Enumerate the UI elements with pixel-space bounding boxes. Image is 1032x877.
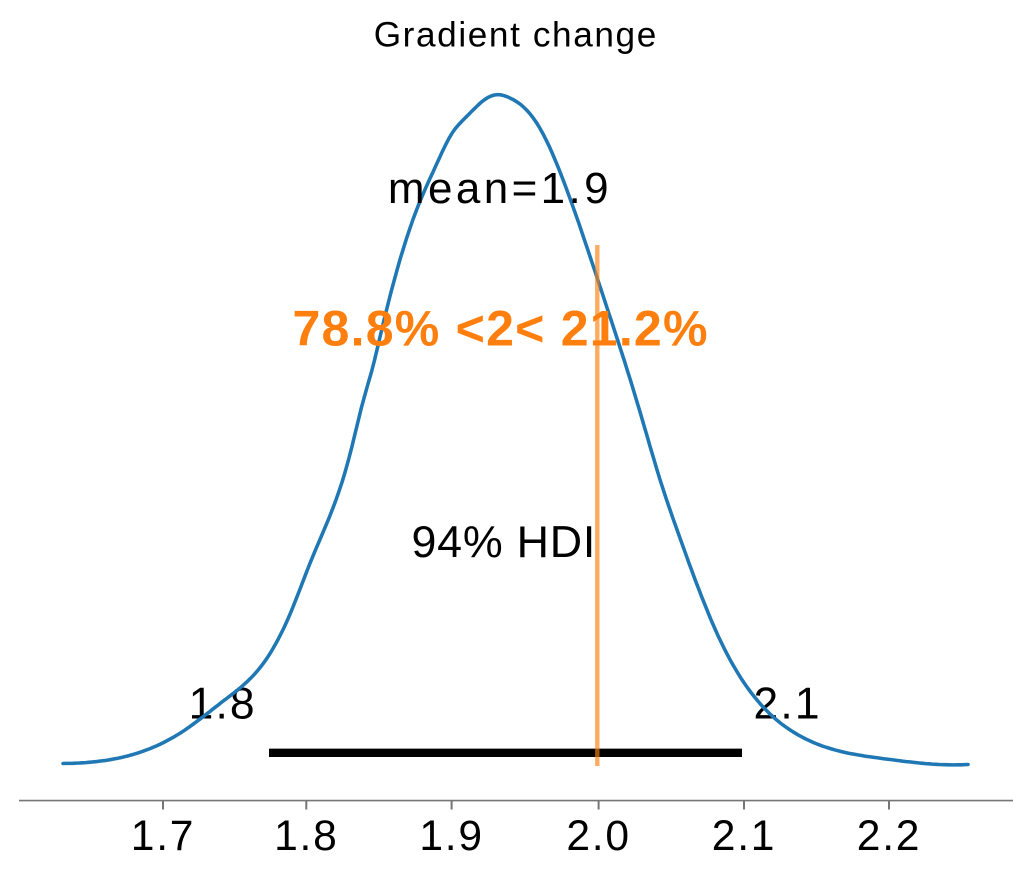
svg-text:1.9: 1.9: [419, 812, 483, 860]
svg-text:Gradient change: Gradient change: [374, 16, 658, 55]
svg-text:1.7: 1.7: [131, 812, 195, 860]
svg-text:2.2: 2.2: [857, 812, 921, 860]
svg-text:2.0: 2.0: [566, 812, 630, 860]
svg-text:2.1: 2.1: [754, 680, 822, 729]
svg-text:mean=1.9: mean=1.9: [388, 164, 612, 213]
svg-text:2.1: 2.1: [712, 812, 776, 860]
svg-text:78.8% <2< 21.2%: 78.8% <2< 21.2%: [292, 300, 708, 356]
svg-text:94% HDI: 94% HDI: [411, 517, 596, 567]
svg-text:1.8: 1.8: [274, 812, 338, 860]
